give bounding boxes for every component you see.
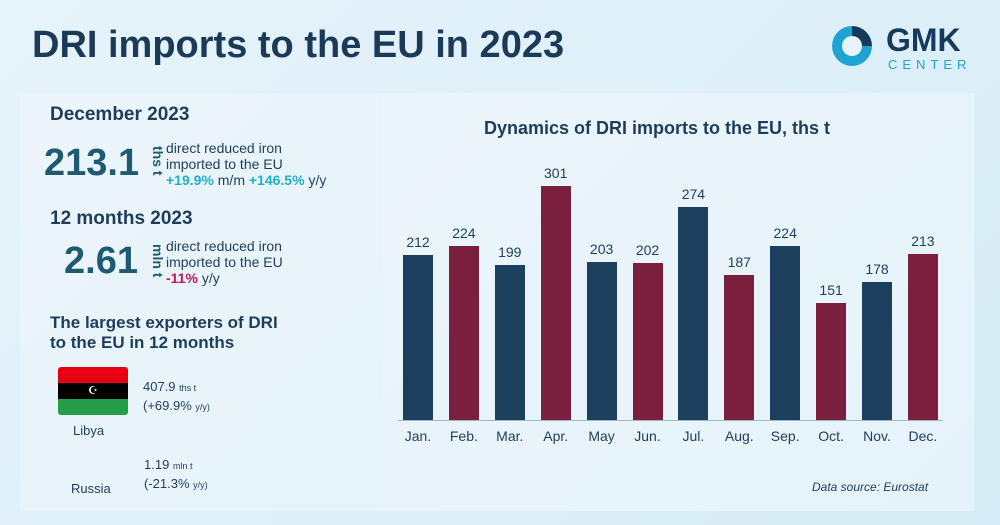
x-axis-line	[398, 420, 943, 421]
value-label: 224	[452, 224, 476, 241]
change: (+69.9%	[143, 398, 192, 413]
bar-aug	[724, 274, 755, 420]
x-tick-label: May	[588, 428, 615, 444]
gmk-logo: GMK CENTER	[832, 22, 982, 72]
change-unit: y/y)	[195, 402, 210, 412]
bar-jun	[632, 262, 663, 420]
x-tick-label: Jan.	[404, 428, 432, 444]
bar-sep	[770, 245, 801, 420]
exporters-heading: The largest exporters of DRI to the EU i…	[50, 313, 278, 353]
mm-label: m/m	[217, 172, 245, 188]
value-label: 199	[498, 244, 522, 261]
x-tick-label: Nov.	[863, 428, 891, 444]
x-tick-label: Aug.	[724, 428, 754, 444]
bar-feb	[448, 245, 479, 420]
mm-change: +19.9%	[166, 172, 214, 188]
value-label: 202	[635, 241, 660, 258]
x-tick-label: Sep.	[770, 428, 800, 444]
yy-label: y/y	[308, 172, 327, 188]
bar-apr	[540, 186, 571, 420]
page-title: DRI imports to the EU in 2023	[32, 24, 565, 66]
change-unit: y/y)	[193, 480, 208, 490]
year-value: 2.61	[64, 240, 138, 282]
desc-line-2: imported to the EU	[166, 156, 283, 172]
x-tick-label: Feb.	[449, 428, 478, 444]
value-label: 224	[773, 224, 797, 241]
december-heading: December 2023	[50, 104, 190, 125]
x-tick-label: Apr.	[543, 428, 569, 444]
libya-flag-icon: ☪	[58, 367, 128, 415]
chart-title: Dynamics of DRI imports to the EU, ths t	[484, 118, 831, 138]
country-libya: Libya	[73, 423, 105, 438]
bar-nov	[862, 281, 892, 420]
value-label: 203	[589, 241, 614, 258]
yy-change: +146.5%	[248, 172, 305, 188]
december-value: 213.1	[44, 142, 140, 184]
x-tick-label: Jun.	[634, 428, 661, 444]
desc-line-1: direct reduced iron	[166, 238, 282, 254]
bar-jul	[678, 206, 709, 420]
change: (-21.3%	[144, 476, 190, 491]
value-label: 151	[819, 281, 843, 298]
x-tick-label: Oct.	[818, 428, 844, 444]
country-russia: Russia	[71, 481, 111, 496]
year-heading: 12 months 2023	[50, 208, 193, 229]
value-label: 178	[865, 260, 889, 277]
bar-mar	[494, 265, 525, 420]
value: 1.19	[144, 457, 170, 472]
desc-line-2: imported to the EU	[166, 254, 283, 270]
value-label: 301	[544, 165, 568, 181]
heading-line-1: The largest exporters of DRI	[50, 313, 278, 332]
x-tick-label: Mar.	[496, 428, 524, 444]
bar-oct	[816, 302, 847, 420]
december-desc: direct reduced iron imported to the EU +…	[166, 140, 326, 188]
unit: mln t	[172, 461, 193, 471]
value-label: 187	[727, 253, 751, 270]
logo-name: GMK	[886, 22, 961, 58]
x-tick-label: Dec.	[908, 428, 938, 444]
desc-line-1: direct reduced iron	[166, 140, 282, 156]
libya-stats: 407.9 ths t (+69.9% y/y)	[143, 378, 210, 416]
heading-line-2: to the EU in 12 months	[50, 333, 235, 352]
logo-ring-icon	[832, 26, 872, 66]
yy-label: y/y	[201, 270, 220, 286]
unit: ths t	[179, 383, 197, 393]
value: 407.9	[143, 379, 176, 394]
summary-panel	[20, 93, 382, 511]
data-source: Data source: Eurostat	[812, 480, 929, 494]
value-label: 212	[406, 234, 430, 251]
russia-stats: 1.19 mln t (-21.3% y/y)	[144, 456, 208, 494]
bar-jan	[403, 255, 433, 420]
year-desc: direct reduced iron imported to the EU -…	[166, 238, 283, 286]
bar-dec	[907, 254, 938, 420]
logo-sub: CENTER	[888, 57, 972, 72]
yy-change: -11%	[166, 270, 198, 286]
x-tick-label: Jul.	[682, 428, 705, 444]
value-label: 274	[681, 185, 706, 202]
value-label: 213	[911, 233, 935, 250]
bar-may	[586, 262, 617, 420]
